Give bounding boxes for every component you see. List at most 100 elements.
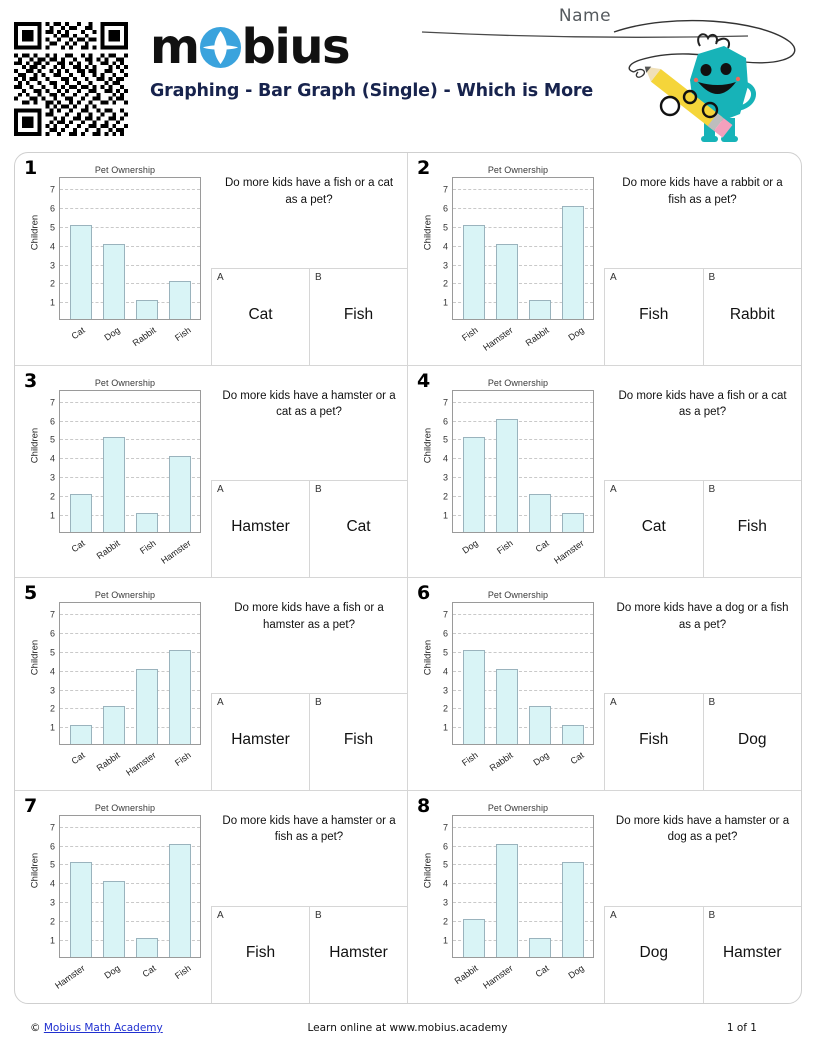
- chart-bars: [453, 178, 593, 319]
- chart-gridline: [453, 633, 593, 635]
- chart-bar: [561, 725, 584, 744]
- chart-y-tick-label: 4: [442, 878, 448, 889]
- chart-gridline: [453, 864, 593, 866]
- chart-y-tick-label: 4: [49, 666, 55, 677]
- chart-body: Children 1 2 3 4 5 6 7 Hamster Dog Cat Fish: [17, 814, 211, 990]
- chart-y-tick-label: 2: [442, 703, 448, 714]
- answer-letter-b: B: [708, 910, 716, 921]
- chart-bars: [60, 391, 200, 532]
- chart-y-tick-label: 1: [442, 935, 448, 946]
- chart-y-axis-label: Children: [29, 639, 41, 676]
- chart-x-ticks: Cat Rabbit Fish Hamster: [59, 536, 201, 576]
- problem-number: 7: [24, 794, 38, 817]
- answer-option-b[interactable]: B Fish: [309, 693, 407, 790]
- chart-gridline: [60, 670, 200, 672]
- chart-y-ticks: 1 2 3 4 5 6 7: [436, 817, 450, 950]
- chart-body: Children 1 2 3 4 5 6 7 Dog Fish Cat Hamster: [410, 389, 604, 565]
- answer-option-a[interactable]: A Dog: [604, 907, 703, 1003]
- chart-plot-area: [452, 602, 594, 745]
- problem-number: 8: [417, 794, 431, 817]
- question-prompt: Do more kids have a hamster or a cat as …: [222, 389, 396, 419]
- chart-y-tick-label: 7: [442, 184, 448, 195]
- chart-y-tick-label: 2: [49, 703, 55, 714]
- answer-option-a[interactable]: A Cat: [604, 481, 703, 577]
- mobius-math-academy-link[interactable]: Mobius Math Academy: [43, 1022, 163, 1034]
- answer-text-b: Dog: [738, 730, 767, 748]
- chart-y-tick-label: 3: [442, 685, 448, 696]
- chart-y-ticks: 1 2 3 4 5 6 7: [436, 179, 450, 312]
- problem-cell: 2 Pet Ownership Children 1 2 3 4 5 6 7 Fish Hamster…: [408, 153, 801, 366]
- answer-option-a[interactable]: A Fish: [604, 268, 703, 365]
- chart-bar: [102, 437, 125, 532]
- chart-y-tick-label: 7: [49, 609, 55, 620]
- question-text: Do more kids have a hamster or a dog as …: [604, 791, 801, 883]
- answer-letter-b: B: [315, 696, 322, 708]
- chart-bar: [69, 224, 92, 319]
- chart-y-tick-label: 3: [442, 897, 448, 908]
- chart-title: Pet Ownership: [487, 377, 549, 388]
- chart-y-tick-label: 3: [49, 897, 55, 908]
- chart-bar: [528, 300, 551, 319]
- chart-y-ticks: 1 2 3 4 5 6 7: [43, 604, 57, 737]
- chart-y-tick-label: 7: [442, 609, 448, 620]
- answer-option-a[interactable]: A Fish: [604, 693, 703, 790]
- name-write-line[interactable]: [420, 28, 750, 46]
- chart-gridline: [60, 708, 200, 710]
- chart-gridline: [453, 226, 593, 228]
- answer-option-b[interactable]: B Dog: [702, 693, 802, 790]
- answer-option-b[interactable]: B Rabbit: [702, 268, 802, 365]
- chart-gridline: [453, 302, 593, 304]
- chart-bar: [561, 862, 584, 957]
- answer-option-b[interactable]: B Fish: [702, 481, 802, 577]
- chart-bar: [135, 937, 158, 957]
- answer-choices: A Fish B Rabbit: [604, 267, 802, 365]
- chart-y-ticks: 1 2 3 4 5 6 7: [43, 179, 57, 312]
- chart-y-tick-label: 2: [49, 278, 55, 289]
- chart-bars: [453, 603, 593, 744]
- answer-text-a: Cat: [641, 518, 666, 535]
- chart-bar: [528, 937, 551, 957]
- answer-option-a[interactable]: A Hamster: [211, 481, 309, 577]
- chart-bar: [69, 725, 92, 744]
- chart-gridline: [453, 264, 593, 266]
- answer-option-b[interactable]: B Fish: [309, 268, 407, 365]
- question-text: Do more kids have a rabbit or a fish as …: [604, 153, 801, 245]
- problems-grid: 1 Pet Ownership Children 1 2 3 4 5 6 7 Cat Dog Rabbi…: [14, 152, 802, 1004]
- chart-gridline: [60, 495, 200, 497]
- problem-cell: 3 Pet Ownership Children 1 2 3 4 5 6 7 Cat Rabbit Fi…: [15, 365, 408, 578]
- chart-gridline: [453, 477, 593, 479]
- chart-y-tick-label: 6: [49, 416, 55, 427]
- answer-option-a[interactable]: A Hamster: [211, 693, 309, 790]
- chart-gridline: [60, 283, 200, 285]
- chart-bar: [69, 862, 92, 957]
- chart-y-tick-label: 3: [49, 472, 55, 483]
- chart-gridline: [60, 651, 200, 653]
- question-side: Do more kids have a fish or a hamster as…: [211, 578, 407, 790]
- chart-y-axis-label: Children: [422, 214, 434, 251]
- chart-gridline: [60, 514, 200, 516]
- chart-y-tick-label: 7: [442, 397, 448, 408]
- question-prompt: Do more kids have a fish or a cat as a p…: [618, 389, 787, 419]
- chart-y-tick-label: 5: [49, 434, 55, 445]
- chart-gridline: [453, 208, 593, 210]
- answer-option-b[interactable]: B Hamster: [309, 907, 407, 1003]
- problem-number: 4: [417, 369, 431, 392]
- answer-text-a: Dog: [639, 944, 668, 961]
- answer-option-a[interactable]: A Cat: [211, 268, 309, 365]
- chart-gridline: [60, 920, 200, 922]
- question-prompt: Do more kids have a fish or a hamster as…: [234, 602, 384, 631]
- answer-option-a[interactable]: A Fish: [211, 907, 309, 1003]
- chart-gridline: [453, 614, 593, 616]
- chart-y-tick-label: 1: [442, 297, 448, 308]
- chart-y-tick-label: 1: [49, 722, 55, 733]
- problem-cell: 5 Pet Ownership Children 1 2 3 4 5 6 7 Cat Rabbit Ha…: [15, 578, 408, 791]
- answer-choices: A Fish B Hamster: [211, 906, 407, 1003]
- chart-body: Children 1 2 3 4 5 6 7 Rabbit Hamster Cat Dog: [410, 814, 604, 990]
- answer-option-b[interactable]: B Hamster: [702, 907, 802, 1003]
- name-field-block[interactable]: Name: [420, 6, 750, 46]
- chart-gridline: [60, 401, 200, 403]
- qr-code: [14, 22, 128, 136]
- problem-number: 2: [417, 157, 431, 179]
- answer-option-b[interactable]: B Cat: [309, 481, 407, 577]
- chart-bar: [462, 918, 485, 957]
